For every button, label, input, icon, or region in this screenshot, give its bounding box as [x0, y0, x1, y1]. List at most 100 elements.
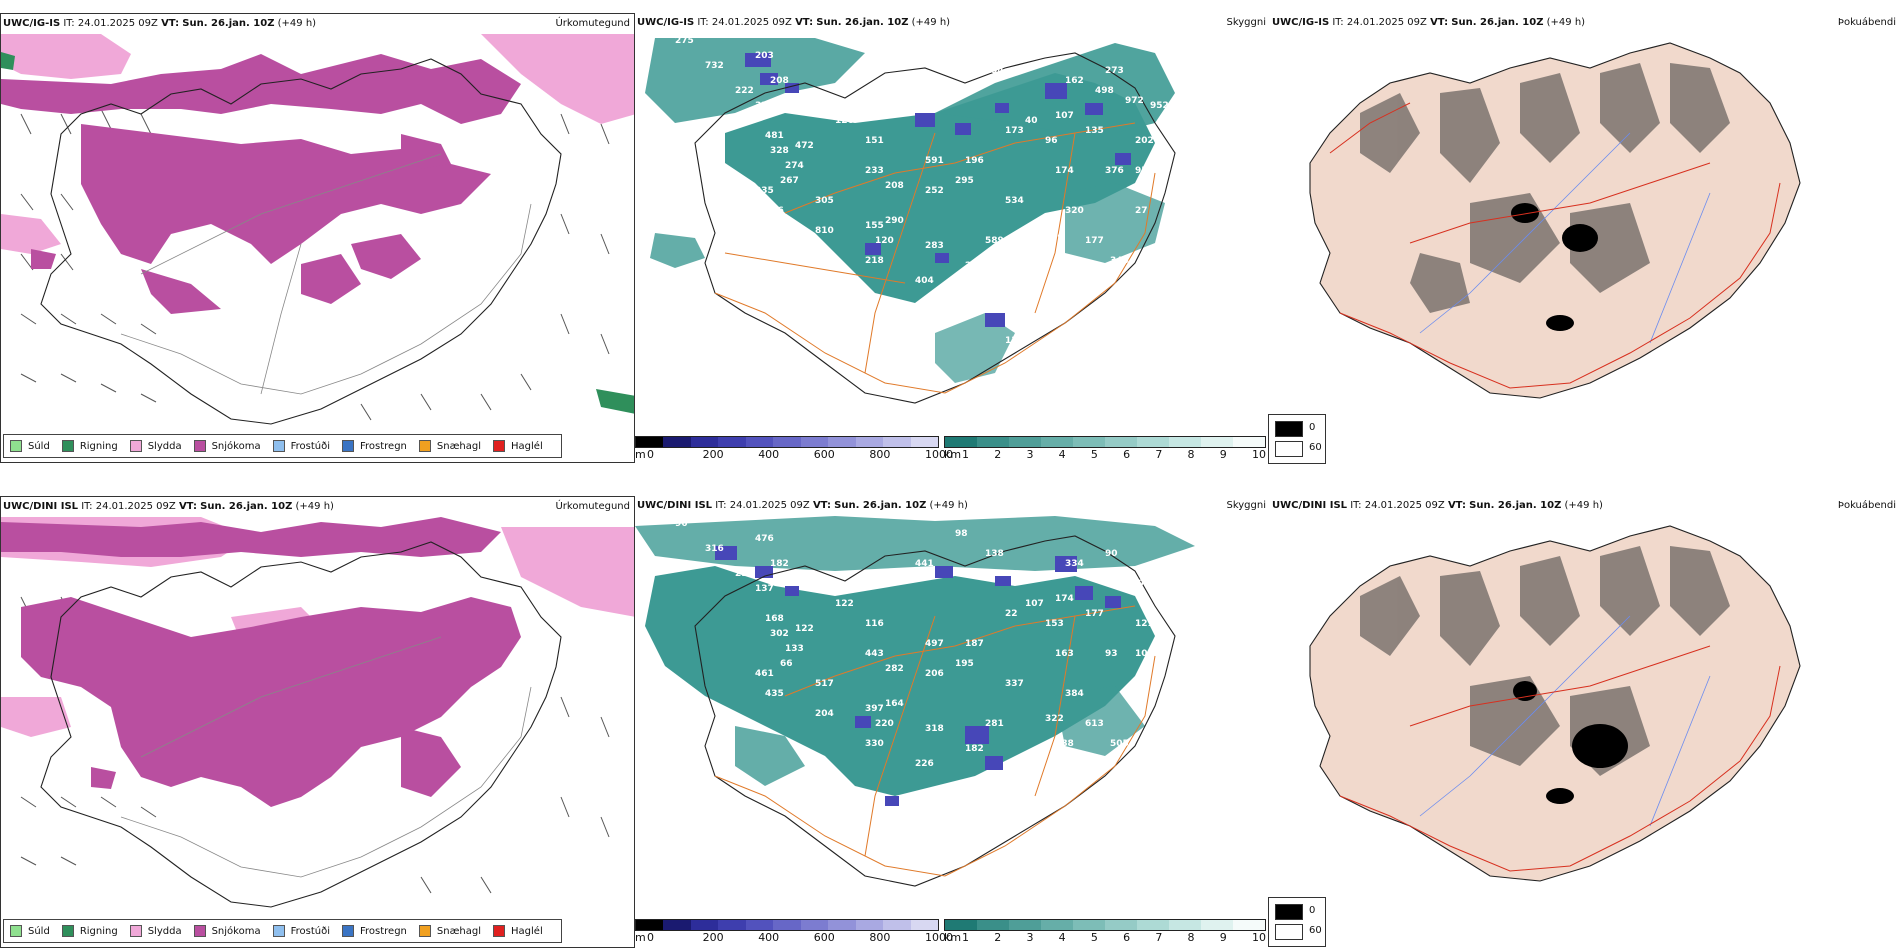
legend-item: Frostregn [342, 925, 407, 937]
black-swatch [1275, 421, 1303, 437]
cloud-height-value: 218 [865, 256, 884, 266]
colorbar-tick: 9 [1219, 448, 1227, 461]
legend-swatch [10, 925, 22, 937]
legend-swatch [129, 440, 142, 452]
model-name: UWC/IG-IS [1272, 17, 1330, 28]
it-value: 24.01.2025 09Z [729, 500, 810, 511]
low-label: 0 [1309, 905, 1316, 916]
colorbar-tick: 10 [1252, 931, 1266, 944]
legend-label: Frostúði [290, 925, 330, 937]
it-label: IT: [1332, 17, 1344, 28]
legend-item: Snjókoma [193, 440, 261, 452]
cloud-height-value: 534 [1005, 196, 1024, 206]
legend-swatch [342, 440, 354, 452]
colorbar-swatch [636, 920, 664, 930]
it-label: IT: [697, 17, 709, 28]
dark-patches [1513, 681, 1628, 804]
cloud-height-value: 281 [985, 719, 1004, 729]
cloud-height-value: 494 [955, 306, 974, 316]
cloud-height-value: 107 [1025, 599, 1044, 609]
cloud-height-value: 274 [785, 161, 804, 171]
colorbar-swatch [690, 437, 719, 447]
legend-swatch [61, 925, 74, 937]
cloud-height-value: 22 [1005, 609, 1018, 619]
vt-label: VT: [1430, 17, 1449, 28]
vt-label: VT: [161, 18, 180, 29]
legend-label: Snæhagl [436, 925, 482, 937]
colorbar-swatch [800, 920, 829, 930]
cloud-height-value: 305 [815, 196, 834, 206]
cloud-height-value: 60 [935, 306, 948, 316]
vt-value: Sun. 26.jan. 10Z [182, 18, 275, 29]
relief-shading [1360, 546, 1730, 776]
cloud-height-value: 529 [955, 789, 974, 799]
white-swatch [1275, 924, 1303, 940]
snow-areas [1, 54, 521, 314]
dist-bar-swatches [944, 919, 1266, 931]
colorbar-tick: 6 [1123, 931, 1131, 944]
cloud-height-value: 517 [815, 679, 834, 689]
it-value: 24.01.2025 09Z [95, 501, 176, 512]
cloud-height-value: 810 [815, 226, 834, 236]
roads [120, 636, 532, 878]
cloud-height-value: 371 [1055, 256, 1074, 266]
cloud-height-value: 320 [1065, 206, 1084, 216]
colorbar-swatch [800, 437, 829, 447]
cloud-height-value: 174 [1055, 594, 1074, 604]
fog-indicator-label: Þokuábendi [1837, 500, 1896, 511]
precip-header-top: UWC/IG-IS IT: 24.01.2025 09Z VT: Sun. 26… [3, 18, 316, 29]
cloud-height-value: 330 [865, 739, 884, 749]
cloud-height-value: 316 [705, 544, 724, 554]
colorbar-swatch [1105, 437, 1137, 447]
cloud-height-value: 120 [875, 236, 894, 246]
roads-red [1329, 102, 1781, 389]
precip-map-bottom [1, 517, 634, 908]
legend-item: Rigning [61, 440, 118, 452]
legend-label: Snjókoma [211, 925, 261, 937]
cloud-height-value: 177 [1085, 236, 1104, 246]
cloud-height-value: 100 [1135, 649, 1154, 659]
coastline [694, 535, 1176, 887]
lead-time: (+49 h) [911, 17, 951, 28]
precip-map-top [1, 34, 634, 425]
cloud-height-value: 206 [925, 669, 944, 679]
vt-label: VT: [812, 500, 831, 511]
height-colorbar-top: m 0 200 400 600 800 1000 [635, 436, 953, 462]
colorbar-tick: 7 [1155, 931, 1163, 944]
cloud-height-value: 194 [985, 66, 1004, 76]
colorbar-swatch [1137, 437, 1169, 447]
legend-label: Slydda [147, 925, 182, 937]
legend-label: Frostregn [360, 925, 407, 937]
wind-barbs [20, 108, 610, 421]
cloud-height-value: 472 [795, 141, 814, 151]
legend-swatch [193, 440, 206, 452]
vt-label: VT: [1447, 500, 1466, 511]
cloud-height-value: 220 [1125, 579, 1144, 589]
cloud-height-value: 220 [875, 719, 894, 729]
colorbar-swatch [883, 437, 911, 447]
vis-map-top [1309, 42, 1801, 399]
cloud-height-value: 222 [735, 86, 754, 96]
cloud-height-value: 404 [915, 276, 934, 286]
precip-type-label: Úrkomutegund [555, 501, 630, 512]
legend-item: Snæhagl [418, 925, 482, 937]
legend-swatch [61, 440, 74, 452]
it-label: IT: [715, 500, 727, 511]
high-label: 60 [1309, 925, 1322, 936]
cloud-height-value: 498 [1095, 86, 1114, 96]
cloud-height-value: 182 [965, 744, 984, 754]
colorbar-swatch [745, 920, 774, 930]
colorbar-swatch [910, 920, 938, 930]
cloud-height-value: 168 [765, 614, 784, 624]
cloud-height-value: 952 [1150, 101, 1169, 111]
legend-item: Súld [10, 440, 50, 452]
cloud-height-value: 96 [675, 519, 688, 529]
height-unit: m [635, 448, 646, 461]
precip-header-bottom: UWC/DINI ISL IT: 24.01.2025 09Z VT: Sun.… [3, 501, 334, 512]
dark-patches [1511, 203, 1598, 331]
lead-time: (+49 h) [295, 501, 334, 512]
cloud-height-value: 370 [995, 779, 1014, 789]
